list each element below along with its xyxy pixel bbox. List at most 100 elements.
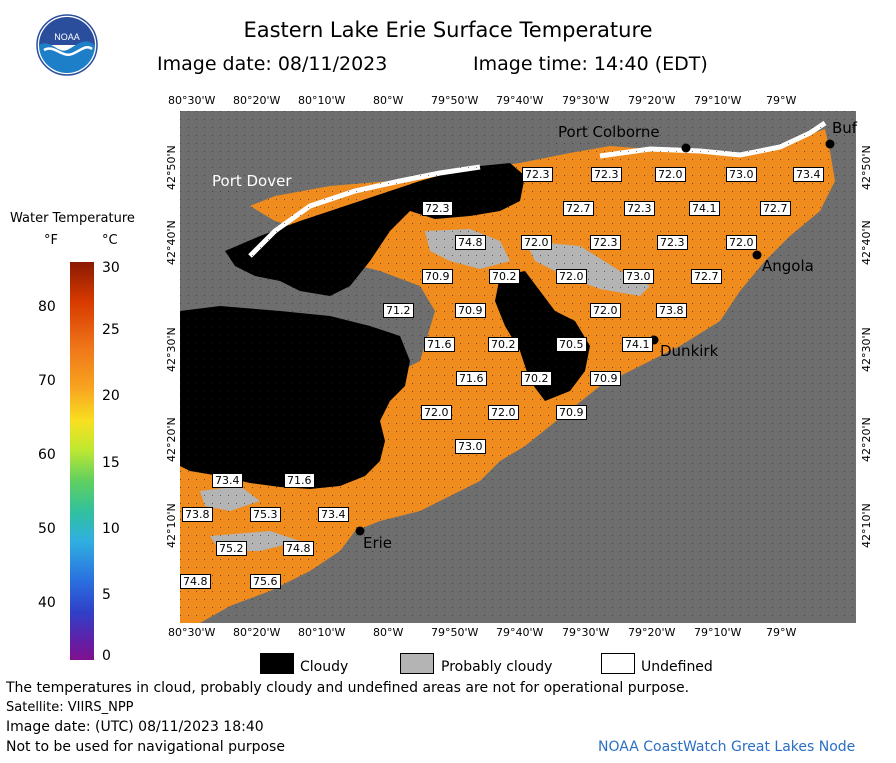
colorbar-f-tick: 40 [38,595,56,611]
footer-note-disclaimer: The temperatures in cloud, probably clou… [6,680,690,696]
temperature-label: 72.0 [556,269,587,284]
temperature-label: 72.0 [421,405,452,420]
legend-label-undefined: Undefined [641,659,713,675]
lat-label-left: 42°20'N [165,417,178,462]
temperature-label: 72.3 [624,201,655,216]
colorbar-f-tick: 60 [38,447,56,463]
colorbar-c-tick: 30 [102,260,120,276]
colorbar-unit-f: °F [44,233,58,248]
temperature-label: 72.0 [726,235,757,250]
temperature-label: 72.3 [591,167,622,182]
colorbar-f-tick: 50 [38,521,56,537]
lat-label-left: 42°40'N [165,220,178,265]
lon-label-bottom: 79°10'W [694,626,742,639]
colorbar-c-tick: 5 [102,587,111,603]
city-dunkirk: Dunkirk [660,342,719,360]
footer-note-satellite: Satellite: VIIRS_NPP [6,700,134,715]
lon-label-bottom: 79°30'W [562,626,610,639]
lat-label-left: 42°30'N [165,327,178,372]
lon-label-bottom: 80°20'W [233,626,281,639]
lon-label-top: 79°10'W [694,94,742,107]
temperature-label: 72.3 [522,167,553,182]
temperature-label: 73.0 [623,269,654,284]
temperature-label: 70.5 [556,337,587,352]
temperature-label: 74.1 [622,337,653,352]
footer-note-navigation: Not to be used for navigational purpose [6,739,285,755]
temperature-label: 74.8 [455,235,486,250]
temperature-label: 70.9 [422,269,453,284]
temperature-label: 72.3 [422,201,453,216]
lon-label-bottom: 79°40'W [496,626,544,639]
angola-marker [752,250,762,260]
temperature-label: 72.7 [563,201,594,216]
temperature-label: 72.3 [657,235,688,250]
footer-note-utc-date: Image date: (UTC) 08/11/2023 18:40 [6,719,264,735]
noaa-logo-text: NOAA [54,32,80,42]
lon-label-bottom: 79°W [766,626,797,639]
colorbar-f-tick: 80 [38,299,56,315]
temperature-label: 74.1 [689,201,720,216]
temperature-label: 71.6 [456,371,487,386]
lat-label-right: 42°20'N [860,417,873,462]
graticule [180,111,856,623]
lat-label-right: 42°30'N [860,327,873,372]
temperature-label: 70.2 [489,269,520,284]
colorbar [70,262,94,660]
city-erie: Erie [363,534,393,552]
temperature-label: 74.8 [180,574,211,589]
lon-label-top: 80°30'W [168,94,216,107]
colorbar-c-tick: 10 [102,521,120,537]
legend-swatch-undefined [601,653,635,674]
temperature-label: 73.0 [455,439,486,454]
city-buffalo: Buf [832,119,858,137]
lon-label-bottom: 79°20'W [628,626,676,639]
colorbar-f-tick: 70 [38,373,56,389]
image-date: Image date: 08/11/2023 [157,53,388,75]
legend-label-probably-cloudy: Probably cloudy [441,659,553,675]
lon-label-top: 80°W [373,94,404,107]
colorbar-c-tick: 25 [102,322,120,338]
lon-label-bottom: 80°W [373,626,404,639]
temperature-label: 72.7 [760,201,791,216]
temperature-label: 70.9 [590,371,621,386]
lon-label-top: 79°40'W [496,94,544,107]
temperature-label: 72.7 [691,269,722,284]
temperature-label: 73.4 [212,473,243,488]
lake-map [180,111,856,623]
temperature-label: 70.2 [488,337,519,352]
lon-label-top: 79°W [766,94,797,107]
erie-marker [355,526,365,536]
page-title: Eastern Lake Erie Surface Temperature [243,18,653,42]
colorbar-c-tick: 0 [102,648,111,664]
city-port-dover: Port Dover [212,172,292,190]
legend-swatch-cloudy [260,653,294,674]
lon-label-top: 80°20'W [233,94,281,107]
temperature-label: 73.4 [318,507,349,522]
legend-swatch-probably-cloudy [400,653,434,674]
lon-label-bottom: 80°10'W [298,626,346,639]
lon-label-top: 79°50'W [431,94,479,107]
lon-label-top: 79°30'W [562,94,610,107]
colorbar-unit-c: °C [102,233,118,248]
temperature-label: 75.6 [250,574,281,589]
temperature-label: 73.8 [182,507,213,522]
colorbar-c-tick: 20 [102,388,120,404]
lon-label-top: 79°20'W [628,94,676,107]
temperature-label: 75.2 [216,541,247,556]
lat-label-right: 42°50'N [860,145,873,190]
lon-label-bottom: 80°30'W [168,626,216,639]
footer-credit: NOAA CoastWatch Great Lakes Node [598,739,856,755]
lat-label-left: 42°10'N [165,503,178,548]
city-angola: Angola [762,257,814,275]
colorbar-title: Water Temperature [10,211,135,226]
lon-label-bottom: 79°50'W [431,626,479,639]
temperature-label: 73.4 [793,167,824,182]
temperature-label: 73.8 [656,303,687,318]
temperature-label: 72.0 [521,235,552,250]
lat-label-right: 42°40'N [860,220,873,265]
noaa-logo: NOAA [36,14,98,76]
lat-label-right: 42°10'N [860,503,873,548]
temperature-label: 72.0 [590,303,621,318]
lat-label-left: 42°50'N [165,145,178,190]
legend-label-cloudy: Cloudy [300,659,349,675]
